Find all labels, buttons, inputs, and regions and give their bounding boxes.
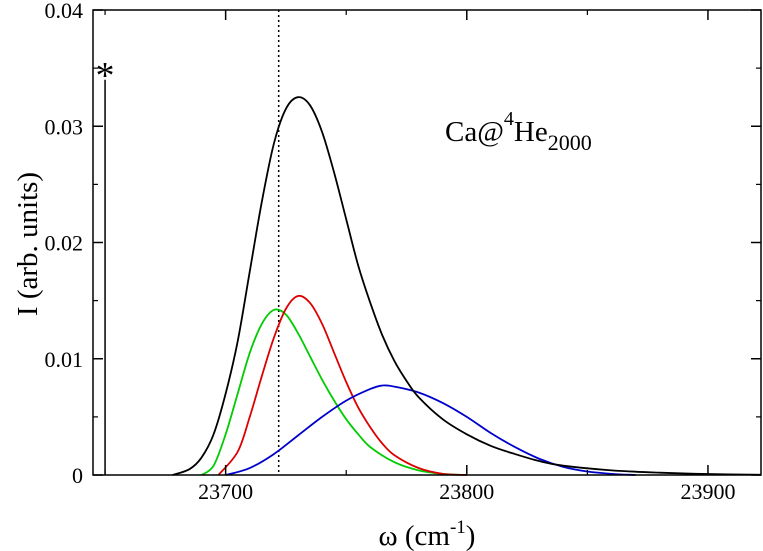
annotation-prefix: Ca@ [445, 116, 504, 148]
system-annotation: Ca@4He2000 [445, 108, 592, 155]
y-axis-title: I (arb. units) [12, 172, 44, 316]
x-axis-title-tail: ) [466, 520, 476, 551]
series-line-component-blue [225, 384, 636, 476]
x-axis-title-exponent: -1 [450, 517, 466, 538]
y-tick-label: 0.04 [45, 0, 84, 23]
annotation-element: He [514, 116, 548, 148]
axis-ticks: 23700 23800 23900 0 0.01 0.02 0.03 0.04 [45, 0, 761, 504]
y-tick-label: 0.01 [45, 347, 84, 372]
x-tick-label: 23800 [439, 479, 494, 504]
annotation-isotope: 4 [504, 108, 514, 130]
x-tick-label: 23900 [680, 479, 735, 504]
y-tick-label: 0.02 [45, 231, 84, 256]
marker-asterisk: * [96, 55, 115, 97]
annotation-cluster-size: 2000 [548, 130, 592, 155]
y-tick-label: 0 [72, 463, 83, 488]
plot-series: * [96, 10, 762, 476]
y-tick-label: 0.03 [45, 114, 84, 139]
series-line-component-red [217, 294, 467, 476]
x-tick-label: 23700 [198, 479, 253, 504]
series-line-component-green [200, 308, 467, 476]
x-axis-title: ω (cm-1) [379, 517, 476, 551]
series-line-total [172, 96, 762, 476]
x-axis-title-base: ω (cm [379, 520, 451, 551]
